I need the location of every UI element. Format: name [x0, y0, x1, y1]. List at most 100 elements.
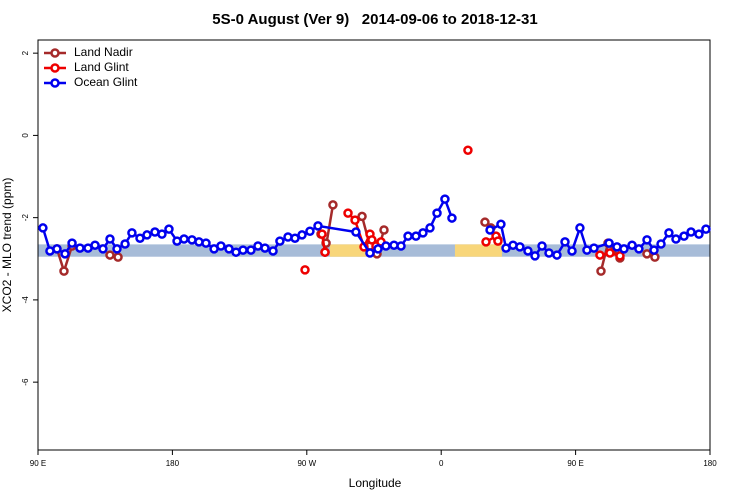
data-point: [418, 228, 428, 238]
x-tick-label: 90 E: [30, 459, 46, 468]
chart-title: 5S-0 August (Ver 9) 2014-09-06 to 2018-1…: [212, 11, 537, 28]
data-point: [142, 230, 152, 240]
data-point: [589, 243, 599, 253]
data-point: [679, 231, 689, 241]
data-point: [552, 250, 562, 260]
data-point: [365, 248, 375, 258]
data-point: [351, 227, 361, 237]
data-point: [480, 217, 490, 227]
x-tick-label: 90 W: [297, 459, 316, 468]
data-point: [694, 229, 704, 239]
data-point: [605, 248, 615, 258]
data-point: [481, 237, 491, 247]
data-point: [38, 223, 48, 233]
data-point: [300, 265, 310, 275]
data-point: [686, 227, 696, 237]
data-point: [98, 244, 108, 254]
data-point: [403, 231, 413, 241]
data-point: [135, 233, 145, 243]
legend-marker: [50, 78, 60, 88]
x-tick-label: 0: [439, 459, 444, 468]
data-point: [656, 239, 666, 249]
legend-marker: [50, 48, 60, 58]
data-point: [560, 237, 570, 247]
data-point: [90, 240, 100, 250]
data-point: [164, 224, 174, 234]
legend-label: Land Glint: [74, 60, 129, 74]
data-point: [67, 238, 77, 248]
data-point: [290, 233, 300, 243]
data-point: [373, 244, 383, 254]
data-point: [379, 225, 389, 235]
legend-marker: [50, 63, 60, 73]
data-point: [328, 200, 338, 210]
y-tick-label: -6: [21, 378, 30, 386]
data-point: [604, 238, 614, 248]
data-point: [544, 248, 554, 258]
data-point: [701, 224, 711, 234]
data-point: [179, 234, 189, 244]
data-point: [619, 244, 629, 254]
data-point: [105, 250, 115, 260]
data-point: [396, 241, 406, 251]
data-point: [246, 245, 256, 255]
data-point: [112, 244, 122, 254]
data-point: [60, 249, 70, 259]
data-point: [75, 243, 85, 253]
data-point: [297, 230, 307, 240]
data-point: [105, 234, 115, 244]
data-point: [411, 231, 421, 241]
data-point: [485, 225, 495, 235]
y-axis-label: XCO2 - MLO trend (ppm): [0, 178, 14, 313]
data-point: [575, 223, 585, 233]
data-point: [432, 208, 442, 218]
x-axis-label: Longitude: [349, 476, 402, 490]
x-tick-label: 180: [703, 459, 717, 468]
data-point: [367, 235, 377, 245]
data-point: [671, 234, 681, 244]
data-point: [224, 244, 234, 254]
data-point: [317, 229, 327, 239]
data-point: [238, 245, 248, 255]
data-point: [381, 241, 391, 251]
data-point: [260, 243, 270, 253]
data-point: [357, 211, 367, 222]
data-point: [634, 244, 644, 254]
y-tick-label: -2: [21, 214, 30, 222]
data-point: [447, 213, 457, 223]
data-point: [343, 208, 353, 218]
x-tick-label: 90 E: [567, 459, 583, 468]
data-point: [596, 266, 606, 276]
data-point: [642, 249, 652, 259]
data-point: [305, 226, 315, 236]
data-point: [425, 223, 435, 233]
data-point: [275, 236, 285, 246]
data-point: [113, 252, 123, 262]
data-point: [268, 246, 278, 256]
data-point: [515, 242, 525, 252]
data-point: [530, 251, 540, 261]
data-point: [567, 246, 577, 256]
data-point: [523, 246, 533, 256]
band-highlight: [454, 244, 502, 257]
y-tick-label: -4: [21, 296, 30, 304]
data-point: [440, 194, 450, 204]
data-point: [463, 145, 473, 155]
data-point: [350, 215, 360, 225]
data-point: [496, 219, 506, 229]
data-point: [649, 245, 659, 255]
data-point: [595, 250, 605, 260]
data-point: [216, 241, 226, 251]
x-tick-label: 180: [166, 459, 180, 468]
data-point: [157, 229, 167, 239]
data-point: [52, 244, 62, 254]
data-point: [537, 241, 547, 251]
data-point: [627, 240, 637, 250]
data-point: [615, 251, 625, 261]
plot-frame: [37, 39, 711, 451]
y-tick-label: 2: [21, 50, 30, 55]
data-point: [664, 228, 674, 238]
data-point: [642, 235, 652, 245]
legend-label: Ocean Glint: [74, 75, 138, 89]
